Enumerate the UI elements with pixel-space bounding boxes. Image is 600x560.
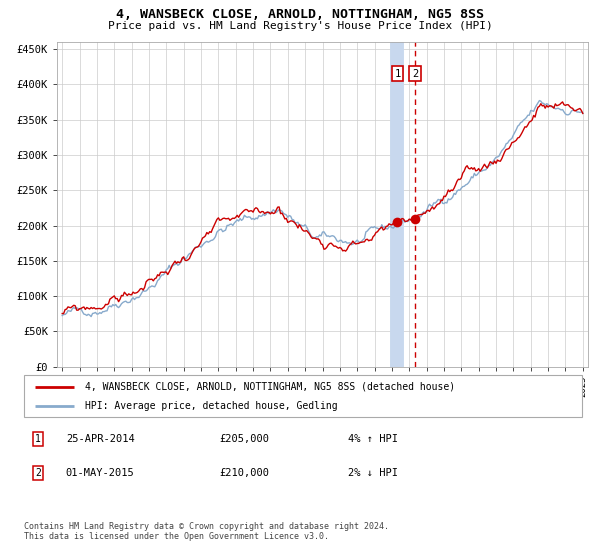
Text: 2: 2 bbox=[412, 69, 418, 79]
Text: 01-MAY-2015: 01-MAY-2015 bbox=[66, 468, 134, 478]
Text: HPI: Average price, detached house, Gedling: HPI: Average price, detached house, Gedl… bbox=[85, 401, 338, 411]
Text: 25-APR-2014: 25-APR-2014 bbox=[66, 433, 134, 444]
FancyBboxPatch shape bbox=[24, 375, 582, 417]
Text: 1: 1 bbox=[35, 433, 41, 444]
Text: £210,000: £210,000 bbox=[220, 468, 269, 478]
Text: Contains HM Land Registry data © Crown copyright and database right 2024.
This d: Contains HM Land Registry data © Crown c… bbox=[24, 522, 389, 542]
Text: Price paid vs. HM Land Registry's House Price Index (HPI): Price paid vs. HM Land Registry's House … bbox=[107, 21, 493, 31]
Text: 2: 2 bbox=[35, 468, 41, 478]
Text: 2% ↓ HPI: 2% ↓ HPI bbox=[347, 468, 398, 478]
Text: 1: 1 bbox=[394, 69, 401, 79]
Text: 4, WANSBECK CLOSE, ARNOLD, NOTTINGHAM, NG5 8SS (detached house): 4, WANSBECK CLOSE, ARNOLD, NOTTINGHAM, N… bbox=[85, 381, 455, 391]
Text: £205,000: £205,000 bbox=[220, 433, 269, 444]
Text: 4, WANSBECK CLOSE, ARNOLD, NOTTINGHAM, NG5 8SS: 4, WANSBECK CLOSE, ARNOLD, NOTTINGHAM, N… bbox=[116, 8, 484, 21]
Text: 4% ↑ HPI: 4% ↑ HPI bbox=[347, 433, 398, 444]
